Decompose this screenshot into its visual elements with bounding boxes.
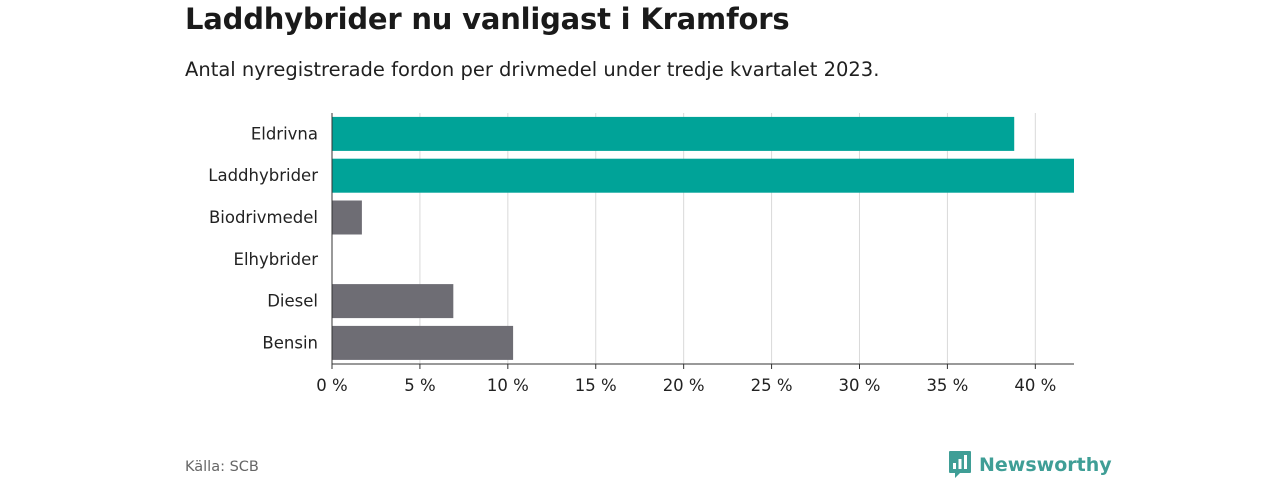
chart-subtitle: Antal nyregistrerade fordon per drivmede… [185,58,880,81]
category-label-biodrivmedel: Biodrivmedel [209,208,318,227]
bar-diesel [332,284,454,319]
x-tick-label-35: 35 % [926,376,968,395]
category-label-diesel: Diesel [267,292,318,311]
category-label-eldrivna: Eldrivna [251,124,318,143]
x-tick-label-20: 20 % [663,376,705,395]
x-tick-label-25: 25 % [751,376,793,395]
x-tick-label-5: 5 % [404,376,435,395]
chart-title: Laddhybrider nu vanligast i Kramfors [185,2,790,36]
source-note: Källa: SCB [185,459,259,475]
newsworthy-logo-icon [949,451,971,478]
x-tick-label-40: 40 % [1014,376,1056,395]
bar-bensin [332,325,514,360]
category-label-bensin: Bensin [262,333,318,352]
category-label-elhybrider: Elhybrider [234,250,319,269]
bar-biodrivmedel [332,200,362,235]
x-tick-label-30: 30 % [839,376,881,395]
x-tick-label-10: 10 % [487,376,529,395]
brand-logo: Newsworthy [948,450,1112,480]
brand-name: Newsworthy [979,454,1112,476]
x-tick-label-15: 15 % [575,376,617,395]
x-tick-label-0: 0 % [316,376,347,395]
bar-eldrivna [332,116,1015,151]
bar-laddhybrider [332,158,1074,193]
category-label-laddhybrider: Laddhybrider [208,166,318,185]
